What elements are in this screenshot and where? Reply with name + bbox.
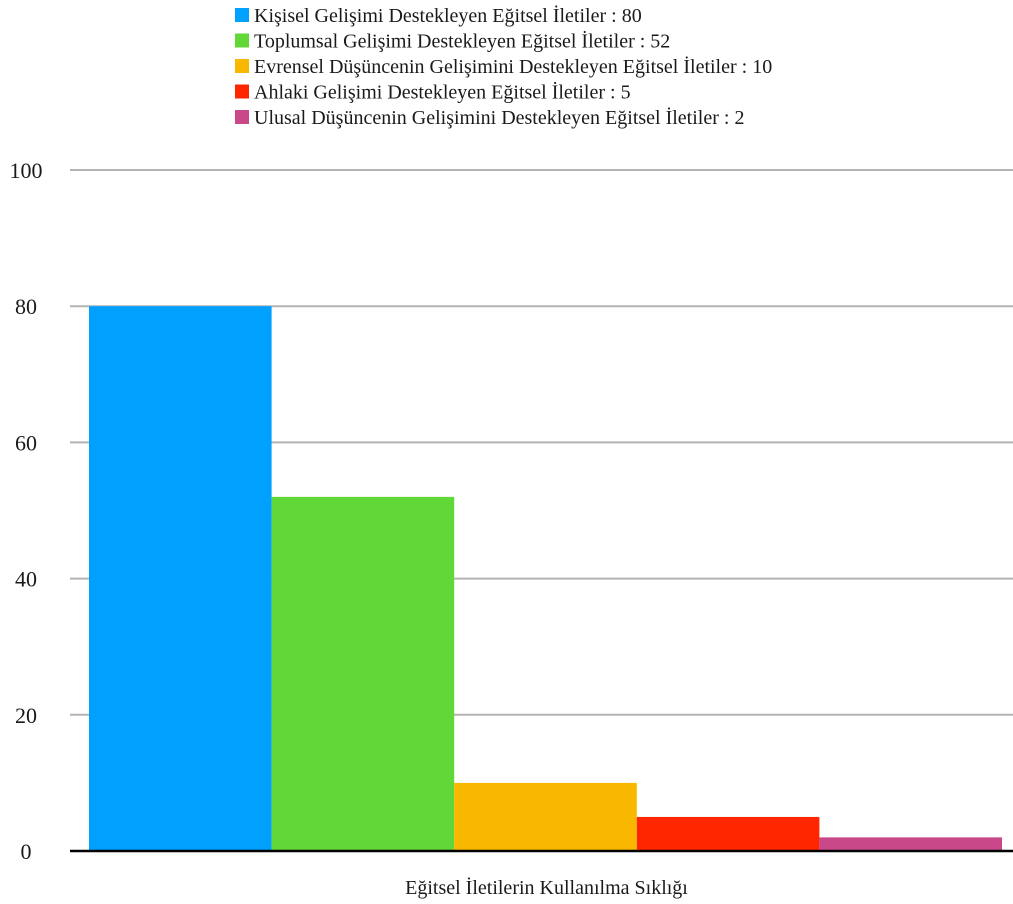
legend-label: Ulusal Düşüncenin Gelişimini Destekleyen… (254, 106, 744, 129)
x-axis-label: Eğitsel İletilerin Kullanılma Sıklığı (405, 876, 688, 899)
bars (89, 306, 1002, 851)
legend-swatch (235, 59, 249, 73)
legend-swatch (235, 33, 249, 48)
bar (271, 496, 455, 851)
legend-label: Kişisel Gelişimi Destekleyen Eğitsel İle… (254, 4, 642, 27)
legend-swatch (235, 84, 249, 99)
bar (89, 306, 272, 851)
y-tick-label: 60 (15, 430, 37, 455)
legend-label: Evrensel Düşüncenin Gelişimini Destekley… (254, 55, 772, 78)
bar (454, 782, 637, 851)
legend-swatch (235, 110, 249, 124)
legend-label: Toplumsal Gelişimi Destekleyen Eğitsel İ… (254, 30, 670, 53)
y-tick-label: 20 (15, 703, 37, 728)
y-tick-label: 40 (15, 567, 37, 592)
legend: Kişisel Gelişimi Destekleyen Eğitsel İle… (235, 4, 772, 129)
bar (819, 837, 1002, 851)
y-tick-label: 100 (10, 158, 43, 183)
legend-label: Ahlaki Gelişimi Destekleyen Eğitsel İlet… (254, 81, 631, 104)
y-tick-label: 80 (15, 294, 37, 319)
y-tick-label: 0 (21, 839, 32, 864)
y-axis-ticks: 0 20 40 60 80 100 (10, 158, 43, 864)
bar (636, 816, 820, 851)
legend-swatch (235, 8, 249, 22)
